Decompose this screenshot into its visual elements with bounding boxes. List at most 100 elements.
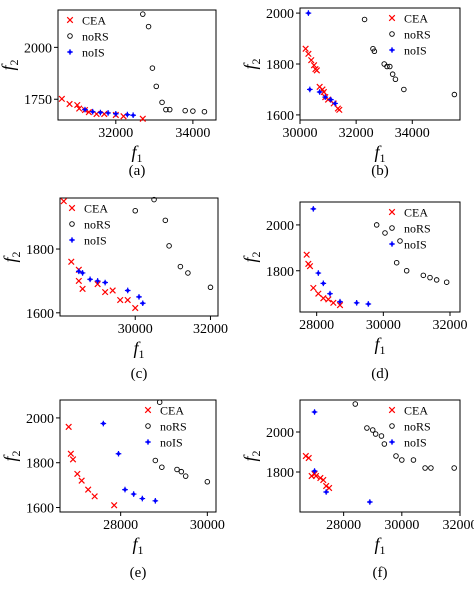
data-point xyxy=(65,423,72,431)
data-point xyxy=(163,106,169,113)
legend-marker xyxy=(389,439,395,445)
data-point xyxy=(182,473,189,479)
data-point xyxy=(316,89,323,95)
legend: CEA noRS noIS xyxy=(388,206,431,252)
legend-marker xyxy=(389,47,395,53)
data-point xyxy=(124,111,131,118)
x-tick-label: 34000 xyxy=(395,126,430,141)
x-tick-label: 28000 xyxy=(299,318,334,333)
series-nois xyxy=(310,206,372,307)
plot-frame xyxy=(57,9,217,121)
data-point xyxy=(185,270,191,276)
x-tick-label: 28000 xyxy=(103,518,138,533)
subplot-4: 28000 30000 32000 1800 2000 f1 f2 CEA noRS noIS (d… xyxy=(240,201,468,382)
series-nors xyxy=(132,196,214,291)
data-point xyxy=(174,466,180,473)
data-point xyxy=(303,251,310,258)
series-cea xyxy=(302,452,333,492)
data-point xyxy=(403,268,410,274)
data-point xyxy=(182,107,188,114)
subplot-caption: (a) xyxy=(129,163,146,179)
legend: CEA noRS noIS xyxy=(144,404,187,450)
x-axis-label: f1 xyxy=(374,142,385,165)
data-point xyxy=(85,108,93,116)
series-cea xyxy=(65,423,118,509)
x-tick-label: 32000 xyxy=(339,126,374,141)
legend-label: noIS xyxy=(160,436,183,450)
plot-frame xyxy=(59,197,219,317)
data-point xyxy=(139,115,147,122)
y-tick-label: 1800 xyxy=(26,457,54,472)
data-point xyxy=(152,498,159,504)
data-point xyxy=(79,285,86,293)
subplot-caption: (b) xyxy=(371,163,389,179)
data-point xyxy=(330,299,337,307)
legend-marker xyxy=(389,31,395,37)
legend-label: noRS xyxy=(82,30,109,44)
legend-label: noIS xyxy=(404,238,427,252)
data-point xyxy=(353,300,360,306)
y-tick-label: 1600 xyxy=(26,502,54,517)
y-tick-label: 2000 xyxy=(24,41,52,56)
data-point xyxy=(132,208,138,214)
data-point xyxy=(336,301,344,309)
x-tick-label: 32000 xyxy=(193,322,228,337)
data-point xyxy=(130,491,137,497)
data-point xyxy=(327,290,333,297)
data-point xyxy=(401,86,407,93)
legend: CEA noRS noIS xyxy=(388,404,431,450)
legend: CEA noRS noIS xyxy=(68,202,111,248)
data-point xyxy=(178,468,185,475)
subplot-1: 32000 34000 1750 2000 f1 f2 CEA noRS noIS (a) xyxy=(0,9,217,179)
data-point xyxy=(177,263,184,270)
series-cea xyxy=(302,45,343,114)
legend-label: noRS xyxy=(404,222,431,236)
data-point xyxy=(367,499,373,505)
x-axis-label: f1 xyxy=(374,334,385,357)
legend-marker xyxy=(388,208,396,216)
data-point xyxy=(373,222,380,228)
legend-label: CEA xyxy=(404,404,428,418)
data-point xyxy=(378,433,385,439)
data-point xyxy=(302,45,309,52)
data-point xyxy=(68,258,75,266)
data-point xyxy=(84,486,92,493)
data-point xyxy=(94,278,101,284)
data-point xyxy=(323,489,329,495)
data-point xyxy=(124,296,131,304)
legend-marker xyxy=(389,241,395,247)
y-tick-label: 1800 xyxy=(26,243,54,258)
data-point xyxy=(159,99,165,106)
data-point xyxy=(79,270,86,276)
legend-label: noIS xyxy=(404,436,427,450)
legend-label: noRS xyxy=(84,218,111,232)
data-point xyxy=(67,450,75,457)
plot-frame xyxy=(299,201,461,313)
y-tick-label: 1800 xyxy=(266,58,294,73)
data-point xyxy=(364,425,370,431)
subplot-caption: (d) xyxy=(371,366,389,382)
data-point xyxy=(427,274,433,281)
subplot-caption: (e) xyxy=(130,565,147,581)
legend-label: noIS xyxy=(82,46,105,60)
series-nois xyxy=(76,268,146,307)
data-point xyxy=(110,502,118,509)
data-point xyxy=(337,298,343,305)
data-point xyxy=(76,268,82,275)
data-point xyxy=(105,110,111,116)
data-point xyxy=(132,304,139,312)
legend-label: noRS xyxy=(160,420,187,434)
data-point xyxy=(151,196,157,203)
data-point xyxy=(74,101,81,109)
data-point xyxy=(58,95,66,103)
data-point xyxy=(140,11,146,17)
data-point xyxy=(322,94,329,100)
data-point xyxy=(399,457,405,463)
data-point xyxy=(443,279,450,285)
y-tick-label: 1800 xyxy=(266,466,294,481)
data-point xyxy=(82,106,88,113)
data-point xyxy=(392,76,399,83)
y-tick-label: 2000 xyxy=(26,412,54,427)
legend-marker xyxy=(144,406,152,414)
